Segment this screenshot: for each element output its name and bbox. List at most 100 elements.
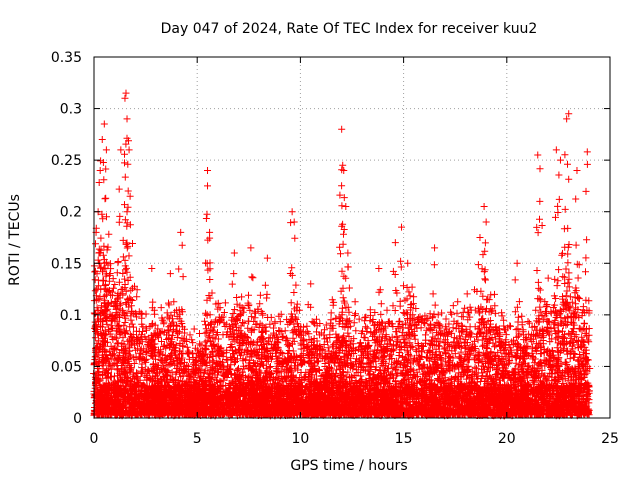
data-point	[98, 136, 106, 144]
data-point-streak	[342, 274, 354, 408]
x-tick-label: 15	[395, 431, 413, 447]
data-point	[476, 234, 484, 241]
data-point	[100, 259, 108, 267]
data-point	[583, 148, 591, 156]
y-tick-label: 0	[73, 411, 82, 427]
data-point-streak	[261, 281, 273, 409]
data-point	[96, 166, 104, 174]
y-tick-label: 0.2	[60, 205, 82, 221]
x-tick-label: 5	[193, 431, 202, 447]
y-tick-label: 0.25	[51, 153, 82, 169]
data-point-streak	[571, 195, 583, 398]
data-point	[290, 218, 298, 226]
y-axis-label: ROTI / TECUs	[7, 194, 23, 286]
data-point-streak	[511, 276, 523, 409]
data-point	[122, 89, 130, 97]
y-tick-label: 0.35	[51, 50, 82, 66]
data-point	[121, 94, 129, 102]
data-point	[398, 223, 406, 231]
data-point-streak	[474, 261, 486, 406]
data-point-streak	[245, 273, 257, 406]
data-point-streak	[228, 270, 240, 407]
data-point	[338, 125, 346, 133]
data-point-streak	[338, 182, 350, 403]
data-point-streak	[428, 261, 440, 409]
data-point-streak	[389, 267, 401, 406]
data-point	[102, 146, 110, 154]
point-cloud	[90, 240, 593, 420]
data-point-streak	[373, 286, 384, 409]
y-tick-labels: 0 0.05 0.1 0.15 0.2 0.25 0.3 0.35	[51, 50, 82, 427]
data-point	[123, 208, 131, 216]
data-point-streak	[340, 226, 352, 404]
x-tick-label: 25	[601, 431, 619, 447]
data-point-streak	[582, 160, 594, 399]
data-point	[342, 203, 350, 211]
data-point-streak	[165, 299, 176, 410]
data-point-streak	[336, 166, 347, 396]
data-point	[534, 151, 542, 159]
data-point-streak	[534, 222, 546, 401]
data-point	[166, 270, 174, 278]
data-point-streak	[554, 171, 567, 398]
data-point	[536, 197, 544, 205]
tick-marks	[93, 56, 611, 419]
x-tick-label: 0	[90, 431, 99, 447]
data-point-streak	[560, 151, 573, 395]
y-tick-label: 0.1	[60, 308, 82, 324]
data-point-streak	[203, 259, 216, 407]
data-point-streak	[480, 239, 492, 406]
data-point	[552, 146, 560, 154]
data-point	[123, 115, 131, 123]
data-point	[204, 166, 212, 174]
data-point-streak	[175, 241, 187, 405]
data-point	[404, 259, 412, 267]
data-point	[344, 249, 352, 257]
data-point-streak	[145, 298, 157, 409]
data-point	[513, 259, 521, 267]
point-cloud-markers	[90, 240, 593, 420]
data-point	[340, 166, 348, 174]
data-point	[480, 203, 488, 211]
data-point-streak	[396, 257, 407, 405]
data-point	[556, 156, 564, 164]
data-point	[307, 280, 315, 288]
data-point	[263, 254, 271, 262]
data-point	[573, 166, 581, 174]
y-tick-label: 0.15	[51, 256, 82, 272]
data-point	[177, 228, 185, 236]
data-point-streak	[124, 221, 136, 401]
data-point	[100, 120, 108, 128]
data-point	[230, 249, 238, 257]
data-point	[125, 146, 133, 154]
data-point	[148, 264, 156, 272]
data-point-streak	[201, 215, 214, 401]
data-point	[204, 182, 212, 190]
x-tick-label: 10	[291, 431, 309, 447]
data-point-streak	[550, 202, 563, 399]
data-point	[339, 161, 347, 169]
data-point-streak	[286, 219, 298, 405]
data-point	[391, 239, 399, 247]
chart-title: Day 047 of 2024, Rate Of TEC Index for r…	[161, 21, 538, 37]
data-point-streak	[115, 185, 127, 400]
data-point-streak	[478, 251, 490, 403]
data-point	[206, 228, 214, 236]
data-point-streak	[94, 276, 105, 408]
data-point	[126, 192, 134, 200]
data-point-streak	[402, 284, 413, 408]
data-point	[96, 249, 104, 257]
data-point-streak	[288, 234, 300, 403]
data-point	[565, 110, 573, 118]
data-point-streak	[562, 160, 575, 397]
data-point	[247, 244, 255, 252]
outlier-points	[90, 89, 594, 411]
data-point	[431, 244, 439, 252]
data-point-streak	[123, 160, 135, 397]
data-point	[563, 115, 571, 123]
x-tick-labels: 0 5 10 15 20 25	[90, 431, 619, 447]
data-point-streak	[304, 301, 316, 411]
data-point	[375, 264, 383, 272]
y-tick-label: 0.3	[60, 102, 82, 118]
